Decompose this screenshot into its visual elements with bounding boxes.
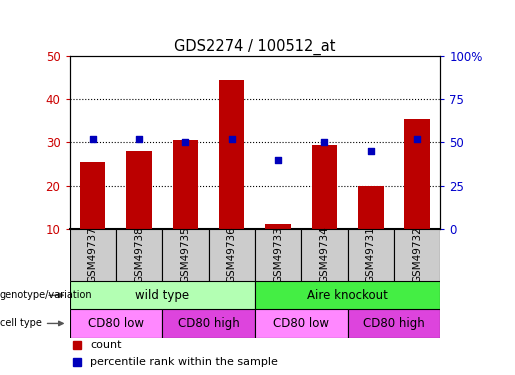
Text: cell type: cell type bbox=[0, 318, 63, 328]
Text: GSM49734: GSM49734 bbox=[319, 226, 330, 284]
Text: CD80 low: CD80 low bbox=[88, 317, 144, 330]
Text: CD80 high: CD80 high bbox=[363, 317, 425, 330]
Point bbox=[320, 140, 329, 146]
Bar bbox=[255, 281, 440, 309]
Bar bbox=[348, 229, 394, 281]
Text: percentile rank within the sample: percentile rank within the sample bbox=[90, 357, 278, 367]
Bar bbox=[301, 229, 348, 281]
Bar bbox=[219, 80, 245, 229]
Point bbox=[367, 148, 375, 154]
Bar bbox=[162, 309, 255, 338]
Bar bbox=[255, 309, 348, 338]
Bar bbox=[394, 229, 440, 281]
Text: GSM49732: GSM49732 bbox=[412, 226, 422, 284]
Text: GSM49735: GSM49735 bbox=[180, 226, 191, 284]
Text: GSM49738: GSM49738 bbox=[134, 226, 144, 284]
Bar bbox=[116, 229, 162, 281]
Bar bbox=[70, 309, 162, 338]
Bar bbox=[209, 229, 255, 281]
Text: count: count bbox=[90, 340, 122, 350]
Bar bbox=[162, 229, 209, 281]
Point bbox=[135, 136, 143, 142]
Text: GSM49737: GSM49737 bbox=[88, 226, 98, 284]
Text: CD80 low: CD80 low bbox=[273, 317, 329, 330]
Title: GDS2274 / 100512_at: GDS2274 / 100512_at bbox=[174, 39, 336, 55]
Text: GSM49736: GSM49736 bbox=[227, 226, 237, 284]
Text: wild type: wild type bbox=[135, 289, 190, 302]
Bar bbox=[173, 140, 198, 229]
Text: genotype/variation: genotype/variation bbox=[0, 290, 93, 300]
Text: GSM49731: GSM49731 bbox=[366, 226, 376, 284]
Point bbox=[89, 136, 97, 142]
Bar bbox=[255, 229, 301, 281]
Bar bbox=[312, 145, 337, 229]
Bar bbox=[404, 119, 430, 229]
Bar bbox=[80, 162, 106, 229]
Bar bbox=[70, 281, 255, 309]
Bar bbox=[126, 151, 152, 229]
Point bbox=[274, 157, 282, 163]
Text: Aire knockout: Aire knockout bbox=[307, 289, 388, 302]
Point bbox=[413, 136, 421, 142]
Text: CD80 high: CD80 high bbox=[178, 317, 239, 330]
Point bbox=[181, 140, 190, 146]
Bar bbox=[348, 309, 440, 338]
Bar bbox=[358, 186, 384, 229]
Bar bbox=[265, 224, 291, 229]
Point bbox=[228, 136, 236, 142]
Text: GSM49733: GSM49733 bbox=[273, 226, 283, 284]
Bar bbox=[70, 229, 116, 281]
